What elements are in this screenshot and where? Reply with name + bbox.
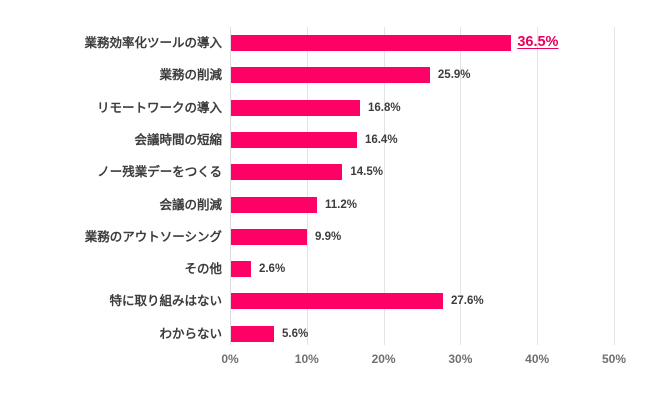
gridline — [306, 27, 308, 345]
gridline — [614, 27, 615, 345]
value-label: 25.9% — [437, 69, 471, 82]
bar — [231, 325, 274, 342]
category-label: ノー残業デーをつくる — [97, 164, 222, 180]
x-tick-label: 50% — [601, 352, 627, 366]
category-label: 業務の削減 — [159, 67, 222, 83]
bar — [231, 228, 308, 245]
x-tick-label: 20% — [371, 352, 396, 366]
category-label: 業務効率化ツールの導入 — [84, 35, 222, 50]
category-label: 会議の削減 — [159, 196, 222, 212]
category-label: 会議時間の短縮 — [134, 131, 222, 147]
value-label: 11.2% — [325, 198, 357, 211]
value-label: 14.5% — [350, 166, 383, 179]
bar — [231, 261, 251, 278]
value-label: 16.8% — [368, 101, 401, 114]
value-label: 16.4% — [364, 133, 398, 146]
bar — [231, 164, 343, 181]
gridline — [460, 27, 462, 345]
value-label: 9.9% — [315, 230, 342, 243]
x-tick-label: 10% — [294, 352, 319, 366]
y-axis-line — [230, 27, 231, 345]
category-label: わからない — [159, 325, 222, 341]
gridline — [537, 27, 539, 345]
bar — [231, 67, 430, 84]
bar — [231, 131, 357, 148]
highlighted-value-label: 36.5% — [517, 34, 559, 50]
bar — [231, 196, 318, 213]
value-label: 5.6% — [282, 327, 309, 340]
x-tick-label: 30% — [448, 352, 473, 366]
gridline — [383, 27, 385, 345]
x-tick-label: 0% — [221, 352, 239, 366]
category-label: 業務のアウトソーシング — [84, 228, 222, 244]
category-label: その他 — [184, 261, 222, 277]
bar — [231, 99, 361, 116]
value-label: 2.6% — [258, 263, 286, 276]
bar — [231, 35, 512, 51]
x-tick-label: 40% — [525, 352, 550, 366]
value-label: 27.6% — [450, 295, 484, 308]
category-label: 特に取り組みはない — [109, 293, 222, 309]
category-label: リモートワークの導入 — [96, 99, 222, 115]
bar — [231, 293, 443, 310]
